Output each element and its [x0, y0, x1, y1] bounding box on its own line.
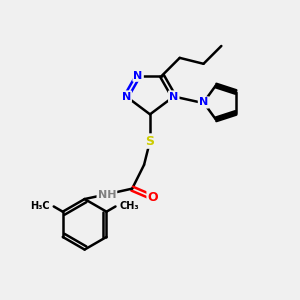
Text: N: N	[122, 92, 131, 101]
Text: NH: NH	[98, 190, 116, 200]
Text: CH₃: CH₃	[120, 202, 140, 212]
Text: N: N	[169, 92, 178, 101]
Text: N: N	[134, 71, 143, 81]
Text: O: O	[148, 191, 158, 204]
Text: H₃C: H₃C	[30, 202, 49, 212]
Text: S: S	[146, 135, 154, 148]
Text: N: N	[199, 98, 208, 107]
